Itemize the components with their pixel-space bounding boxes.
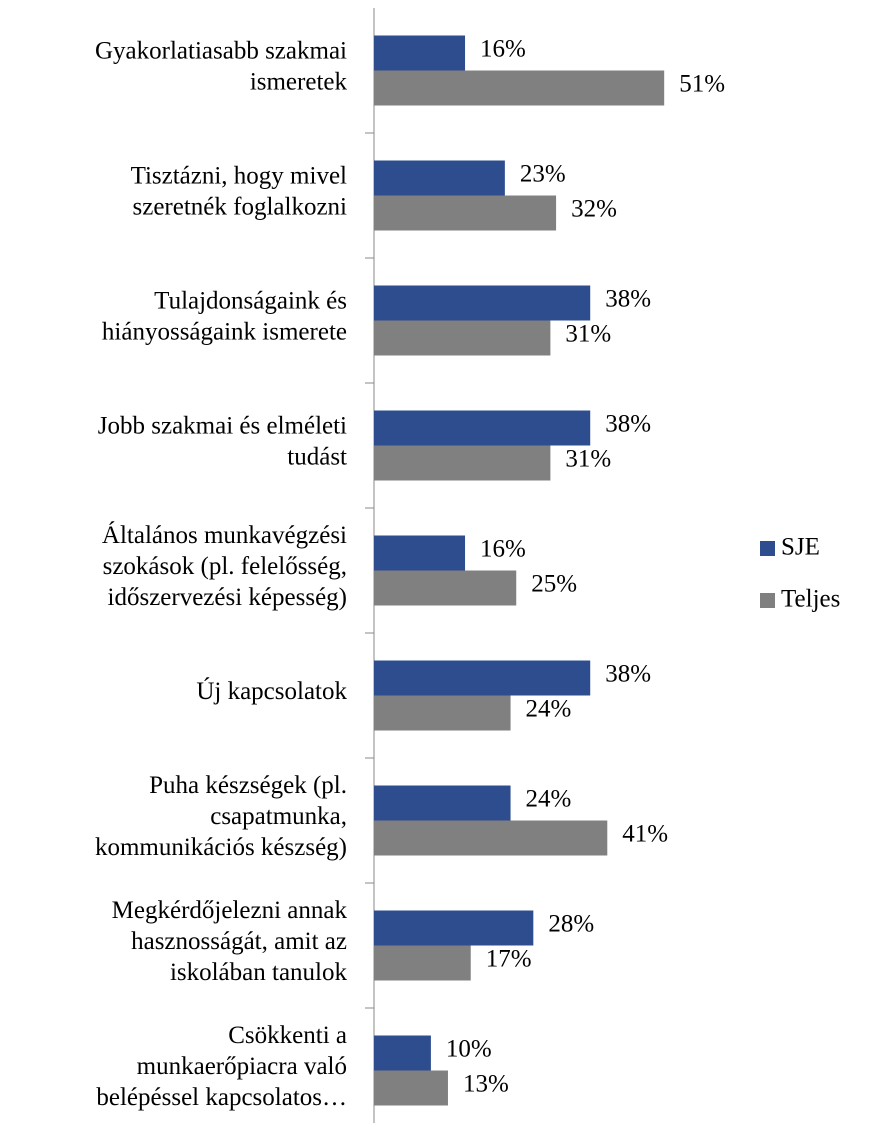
legend-label: SJE [781,534,820,561]
category-label: Puha készségek (pl. [149,772,347,799]
category-label: hasznosságát, amit az [131,928,347,955]
bar [374,1035,431,1071]
bar [374,535,466,571]
bar [374,910,534,946]
data-label: 51% [679,71,725,98]
category-label: Megkérdőjelezni annak [112,897,348,924]
category-label: Általános munkavégzési [102,521,347,549]
data-label: 41% [622,821,668,848]
data-label: 23% [520,161,566,188]
data-label: 24% [526,786,572,813]
category-label: szokások (pl. felelősség, [103,553,347,580]
category-label: Csökkenti a [228,1022,347,1049]
category-label: Új kapcsolatok [196,677,347,705]
bar [374,160,505,196]
data-label: 13% [463,1071,509,1098]
category-label: belépéssel kapcsolatos… [96,1084,347,1111]
category-label: csapatmunka, [210,803,347,830]
data-label: 17% [486,946,532,973]
category-label: ismeretek [250,69,348,96]
legend-swatch [760,541,775,556]
bar [374,570,517,606]
category-label: Gyakorlatiasabb szakmai [95,38,347,65]
data-label: 16% [480,36,526,63]
category-label: kommunikációs készség) [95,834,347,861]
legend-label: Teljes [781,586,840,613]
bar [374,445,551,481]
bar [374,695,511,731]
data-label: 16% [480,536,526,563]
category-label: Tisztázni, hogy mivel [131,163,347,190]
bar [374,410,591,446]
category-label: Tulajdonságaink és [154,288,347,315]
data-label: 25% [531,571,577,598]
data-label: 32% [571,196,617,223]
legend-swatch [760,593,775,608]
bar [374,945,471,981]
category-label: időszervezési képesség) [108,584,347,611]
bar [374,660,591,696]
data-label: 24% [526,696,572,723]
bar [374,285,591,321]
category-label: iskolában tanulok [170,959,348,986]
bar [374,820,608,856]
category-label: hiányosságaink ismerete [102,319,347,346]
bar [374,70,665,106]
data-label: 38% [605,286,651,313]
bar [374,195,557,231]
data-label: 38% [605,411,651,438]
data-label: 10% [446,1036,492,1063]
category-label: szeretnék foglalkozni [133,194,348,221]
category-label: Jobb szakmai és elméleti [98,413,347,440]
category-label: munkaerőpiacra való [137,1053,347,1080]
bar [374,785,511,821]
data-label: 38% [605,661,651,688]
data-label: 28% [548,911,594,938]
bar [374,320,551,356]
bar [374,1070,448,1106]
data-label: 31% [565,446,611,473]
category-label: tudást [287,444,347,471]
data-label: 31% [565,321,611,348]
bar [374,35,466,71]
